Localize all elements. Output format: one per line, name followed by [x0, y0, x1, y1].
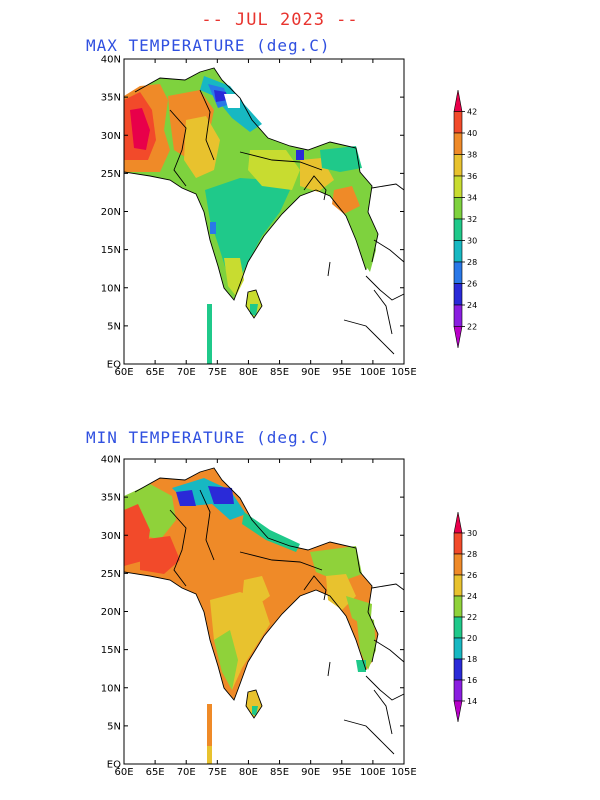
- lat-tick-label: 5N: [107, 321, 121, 332]
- lat-tick-label: 15N: [101, 245, 121, 256]
- legend-tick-label: 34: [467, 194, 477, 203]
- legend-tick-label: 36: [467, 172, 477, 181]
- lon-tick-label: 60E: [114, 367, 133, 378]
- lat-tick-label: 20N: [101, 207, 121, 218]
- legend-tick-label: 26: [467, 280, 477, 289]
- legend-tick-label: 42: [467, 108, 477, 117]
- legend-swatch: [453, 283, 463, 306]
- legend-swatch: [453, 132, 463, 155]
- legend-swatch: [453, 175, 463, 198]
- max-temp-borders: [123, 67, 405, 355]
- lon-tick-label: 65E: [146, 367, 165, 378]
- lon-tick-label: 100E: [360, 367, 385, 378]
- lon-tick-label: 105E: [391, 367, 416, 378]
- legend-swatch: [453, 304, 463, 327]
- lat-tick-label: 35N: [101, 93, 121, 104]
- max-temp-legend: 42 40 38 36 34 32 30 28 26 24 22: [453, 89, 477, 349]
- legend-swatch: [453, 197, 463, 220]
- legend-swatch: [453, 261, 463, 284]
- min-temp-title: MIN TEMPERATURE (deg.C): [86, 428, 331, 447]
- legend-tick-label: 32: [467, 215, 477, 224]
- legend-swatch: [453, 326, 463, 349]
- lat-tick-label: 30N: [101, 131, 121, 142]
- lon-tick-label: 85E: [270, 367, 289, 378]
- max-temp-title: MAX TEMPERATURE (deg.C): [86, 36, 331, 55]
- legend-swatch: [453, 111, 463, 134]
- legend-swatch: [453, 218, 463, 241]
- legend-tick-label: 28: [467, 258, 477, 267]
- legend-tick-label: 38: [467, 151, 477, 160]
- max-temp-fill: [124, 59, 404, 364]
- lon-tick-label: 90E: [301, 367, 320, 378]
- legend-tick-label: 30: [467, 237, 477, 246]
- legend-swatch: [453, 154, 463, 177]
- legend-tick-label: 40: [467, 129, 477, 138]
- lat-tick-label: EQ: [107, 360, 121, 371]
- lon-tick-label: 70E: [177, 367, 196, 378]
- main-title: -- JUL 2023 --: [201, 10, 359, 30]
- lon-tick-label: 95E: [332, 367, 351, 378]
- lat-tick-label: 10N: [101, 283, 121, 294]
- legend-swatch: [453, 89, 463, 112]
- legend-swatch: [453, 240, 463, 263]
- lat-tick-label: 25N: [101, 169, 121, 180]
- lat-tick-label: 40N: [101, 55, 121, 66]
- lon-tick-label: 80E: [239, 367, 258, 378]
- legend-tick-label: 24: [467, 301, 477, 310]
- lon-tick-label: 75E: [208, 367, 227, 378]
- legend-tick-label: 22: [467, 323, 477, 332]
